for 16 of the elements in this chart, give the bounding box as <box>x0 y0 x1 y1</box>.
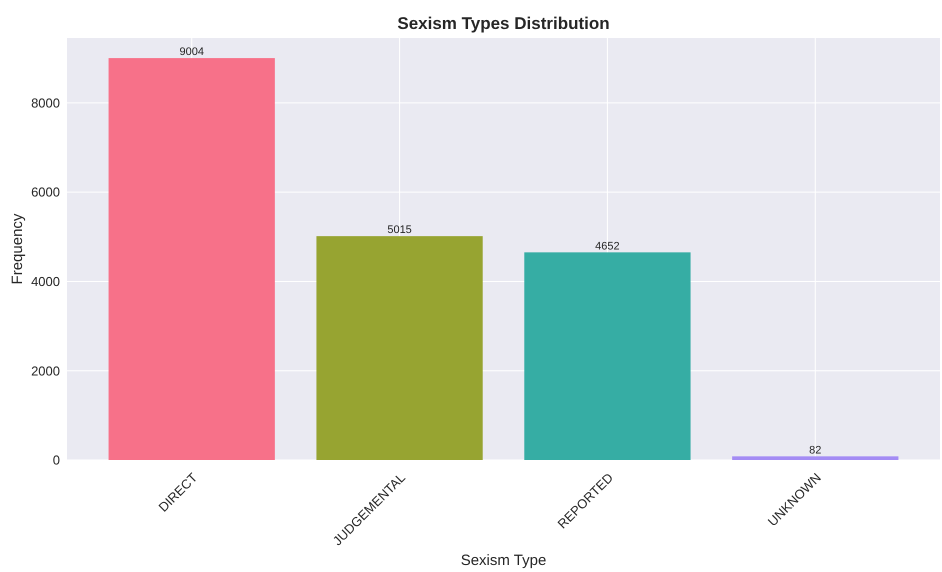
bar <box>524 252 691 460</box>
y-tick-label: 2000 <box>31 363 60 378</box>
x-axis-title: Sexism Type <box>460 552 546 569</box>
y-tick-label: 0 <box>52 452 60 468</box>
y-tick-label: 6000 <box>31 184 60 200</box>
y-axis-title: Frequency <box>9 213 26 284</box>
data-label: 5015 <box>387 224 412 236</box>
bar <box>732 456 898 460</box>
chart-title: Sexism Types Distribution <box>397 14 610 33</box>
data-label: 9004 <box>179 46 204 58</box>
y-tick-label: 4000 <box>31 274 60 289</box>
data-label: 4652 <box>595 240 620 252</box>
y-tick-label: 8000 <box>31 95 60 110</box>
data-label: 82 <box>809 444 822 456</box>
bar <box>316 236 483 460</box>
bar <box>108 58 275 460</box>
